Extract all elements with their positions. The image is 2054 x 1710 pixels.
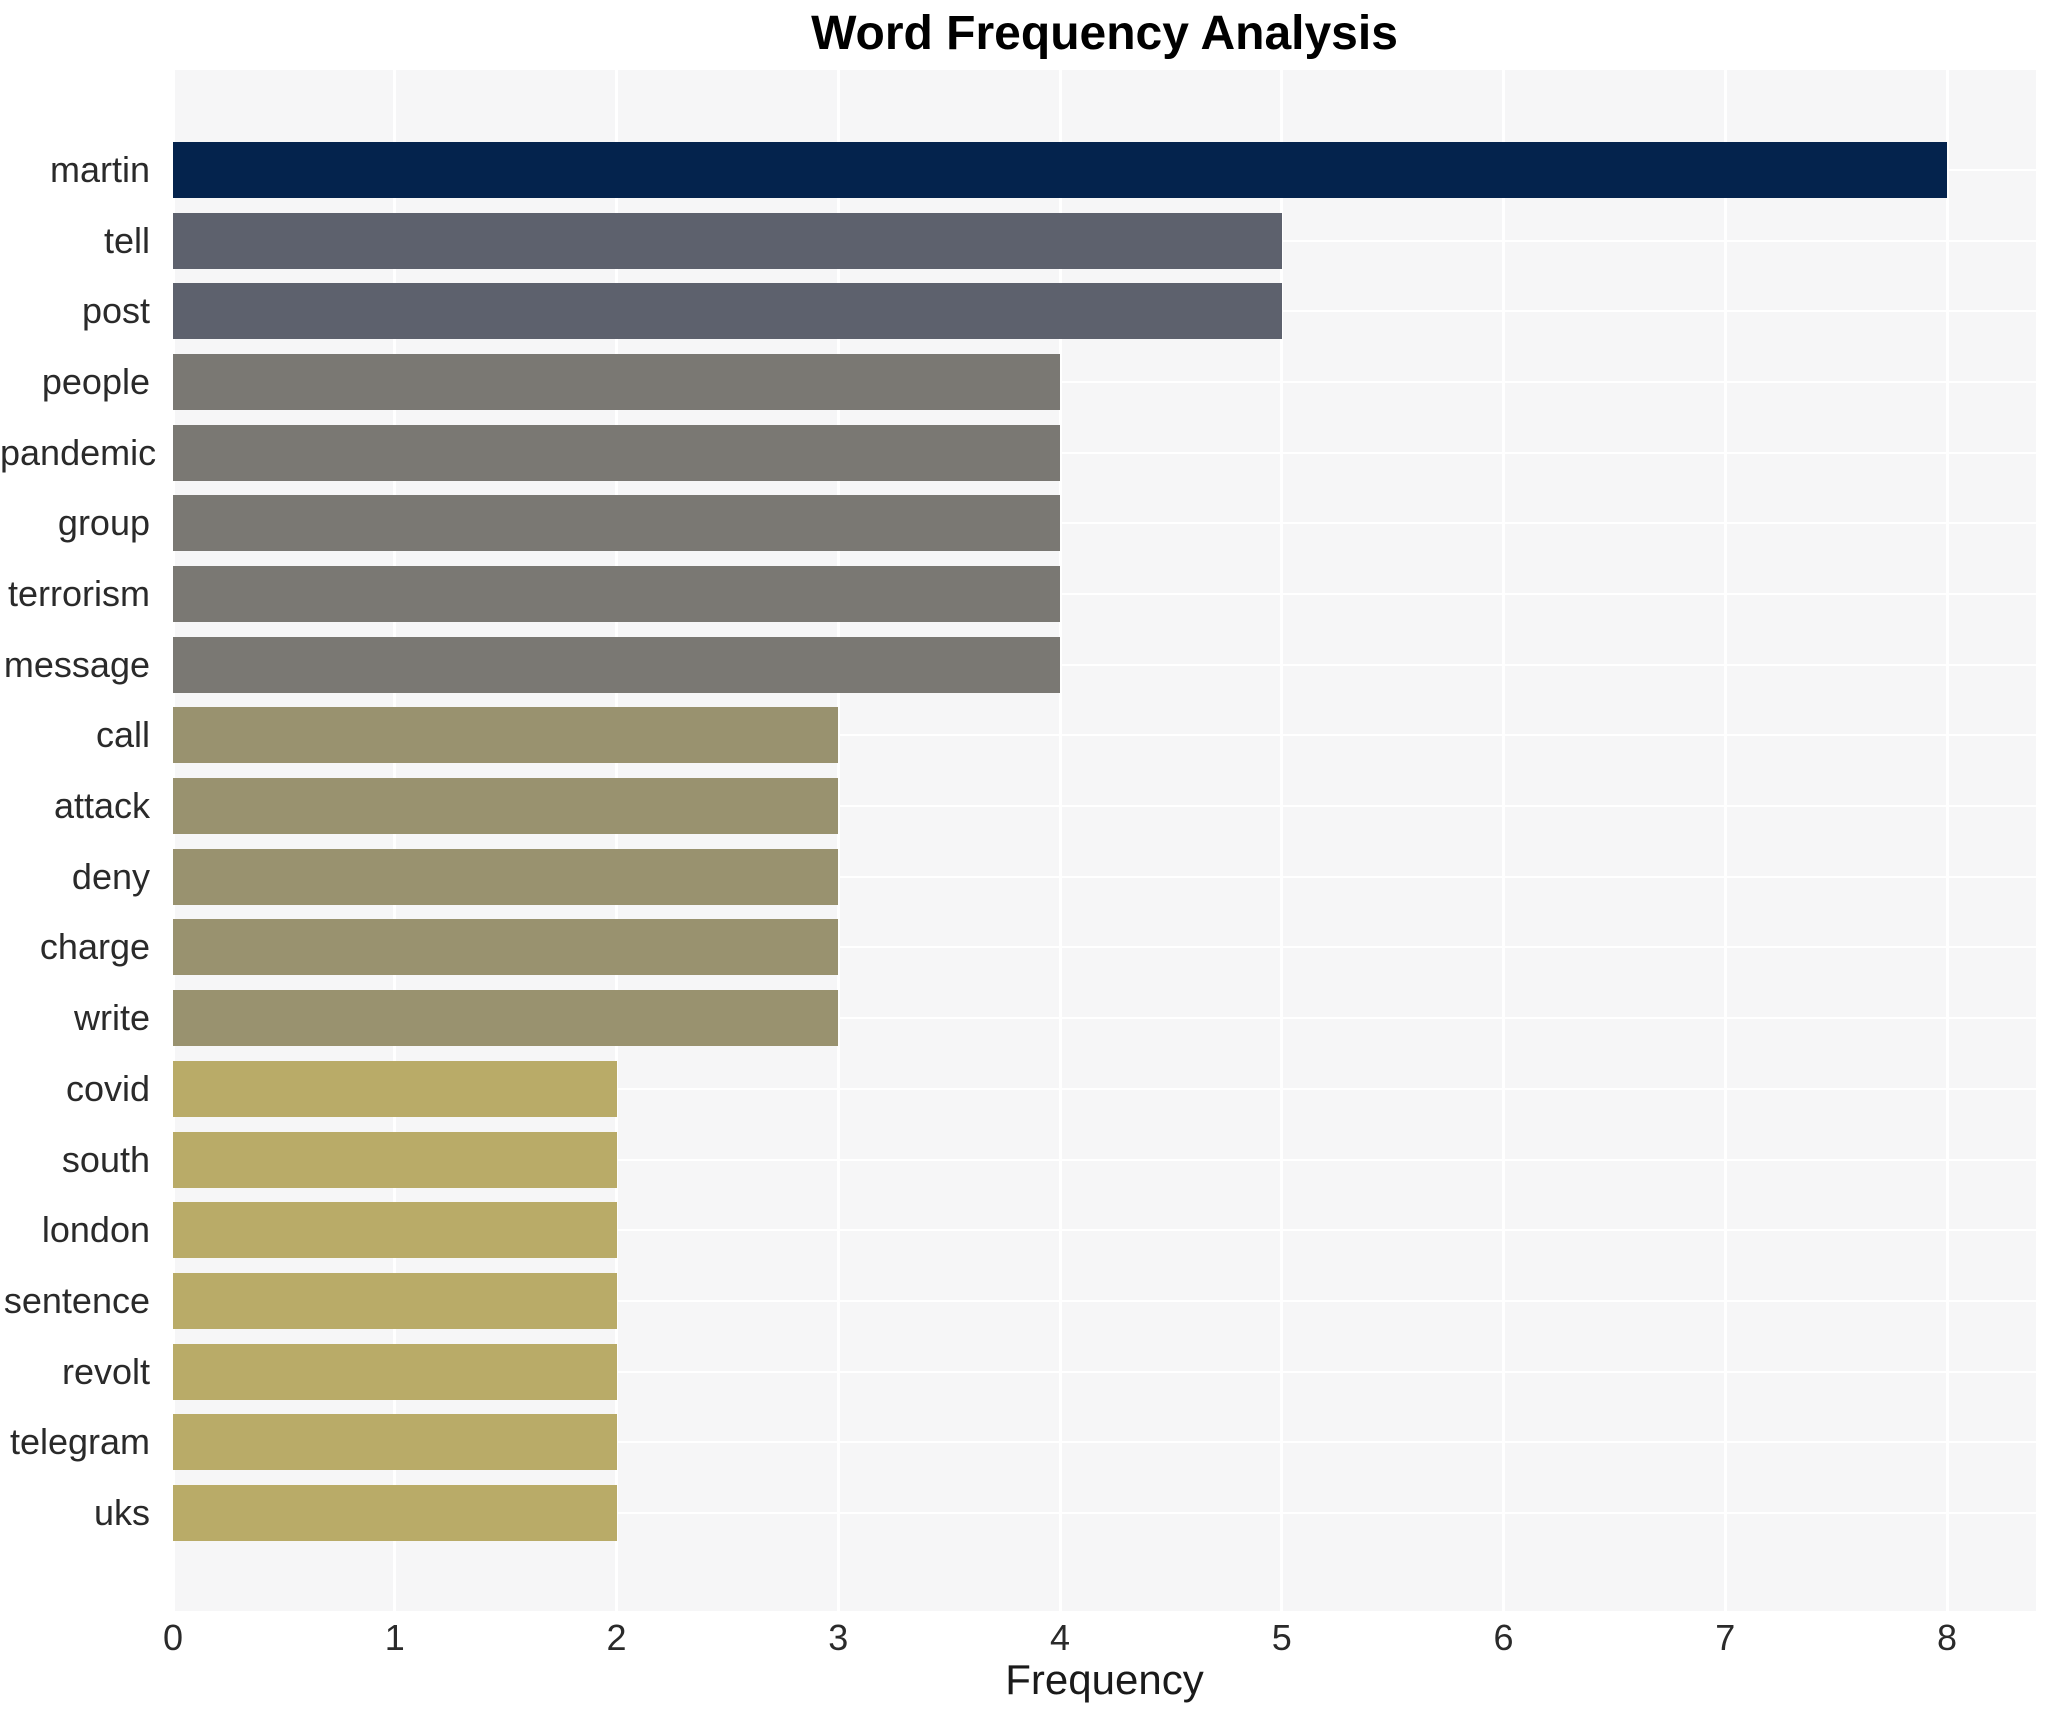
x-tick-label: 3 xyxy=(828,1617,849,1658)
x-gridline xyxy=(1280,70,1284,1611)
bar-covid xyxy=(173,1060,617,1117)
y-tick-label: covid xyxy=(65,1067,150,1109)
bar-charge xyxy=(173,919,839,976)
x-gridline xyxy=(1723,70,1727,1611)
y-tick-label: post xyxy=(81,290,150,332)
bar-london xyxy=(173,1202,617,1259)
x-gridline xyxy=(171,70,175,1611)
y-tick-label: revolt xyxy=(61,1350,150,1392)
y-tick-label: message xyxy=(3,643,150,685)
y-gridline xyxy=(173,1299,2036,1302)
y-tick-label: charge xyxy=(39,926,150,968)
y-gridline xyxy=(173,522,2036,525)
plot-area xyxy=(171,70,2036,1611)
y-gridline xyxy=(173,1229,2036,1232)
bar-message xyxy=(173,636,1060,693)
y-gridline xyxy=(173,1370,2036,1373)
y-gridline xyxy=(173,451,2036,454)
y-tick-label: telegram xyxy=(9,1421,150,1463)
x-gridline xyxy=(615,70,618,1611)
bar-sentence xyxy=(173,1272,617,1329)
bar-people xyxy=(173,354,1060,411)
y-gridline xyxy=(173,663,2036,666)
x-tick-label: 5 xyxy=(1271,1617,1292,1658)
bar-martin xyxy=(173,142,1947,198)
bar-revolt xyxy=(173,1343,617,1400)
x-gridline xyxy=(1945,70,1949,1611)
x-tick-label: 4 xyxy=(1049,1617,1071,1658)
y-gridline xyxy=(173,1441,2036,1444)
x-gridline xyxy=(1058,70,1062,1611)
y-tick-label: attack xyxy=(53,785,150,827)
bar-tell xyxy=(173,212,1282,269)
y-tick-label: people xyxy=(41,361,150,403)
y-tick-label: south xyxy=(61,1138,150,1180)
y-gridline xyxy=(173,875,2036,878)
y-tick-label: london xyxy=(41,1209,150,1251)
y-tick-label: group xyxy=(57,502,150,544)
y-tick-label: deny xyxy=(71,855,150,897)
bar-group xyxy=(173,495,1060,552)
x-axis-title: Frequency xyxy=(1005,1656,1204,1703)
y-tick-label: tell xyxy=(103,219,150,261)
x-tick-label: 2 xyxy=(606,1617,627,1658)
y-gridline xyxy=(173,734,2036,737)
y-gridline xyxy=(173,946,2036,949)
bar-write xyxy=(173,990,839,1047)
y-gridline xyxy=(173,593,2036,596)
bar-terrorism xyxy=(173,566,1060,623)
y-tick-label: pandemic xyxy=(0,431,157,473)
y-gridline xyxy=(173,381,2036,384)
x-tick-label: 7 xyxy=(1715,1617,1736,1658)
bar-call xyxy=(173,707,839,764)
y-gridline xyxy=(173,1158,2036,1161)
x-tick-label: 8 xyxy=(1936,1617,1958,1658)
bar-south xyxy=(173,1131,617,1188)
bar-pandemic xyxy=(173,424,1060,481)
y-tick-label: call xyxy=(95,714,150,756)
bar-deny xyxy=(173,848,839,905)
x-tick-label: 1 xyxy=(384,1617,405,1658)
y-gridline xyxy=(173,805,2036,808)
y-tick-label: uks xyxy=(93,1491,150,1533)
y-tick-label: write xyxy=(73,997,150,1039)
x-gridline xyxy=(393,70,397,1611)
x-tick-label: 6 xyxy=(1493,1617,1514,1658)
bar-attack xyxy=(173,778,839,835)
y-tick-label: martin xyxy=(49,149,150,190)
y-gridline xyxy=(173,1017,2036,1020)
bar-post xyxy=(173,283,1282,340)
x-gridline xyxy=(836,70,840,1611)
x-tick-label: 0 xyxy=(162,1617,184,1658)
y-tick-label: terrorism xyxy=(8,573,150,615)
bar-uks xyxy=(173,1484,617,1541)
y-tick-label: sentence xyxy=(3,1279,150,1321)
bar-telegram xyxy=(173,1414,617,1471)
y-gridline xyxy=(173,1087,2036,1090)
x-gridline xyxy=(1502,70,1505,1611)
y-gridline xyxy=(173,1511,2036,1514)
chart-title: Word Frequency Analysis xyxy=(811,7,1398,60)
